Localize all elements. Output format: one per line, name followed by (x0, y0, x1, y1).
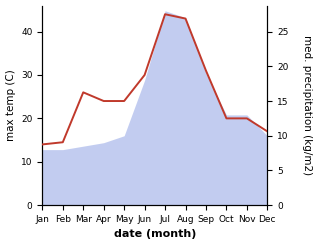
X-axis label: date (month): date (month) (114, 230, 196, 239)
Y-axis label: max temp (C): max temp (C) (5, 70, 16, 141)
Y-axis label: med. precipitation (kg/m2): med. precipitation (kg/m2) (302, 35, 313, 175)
